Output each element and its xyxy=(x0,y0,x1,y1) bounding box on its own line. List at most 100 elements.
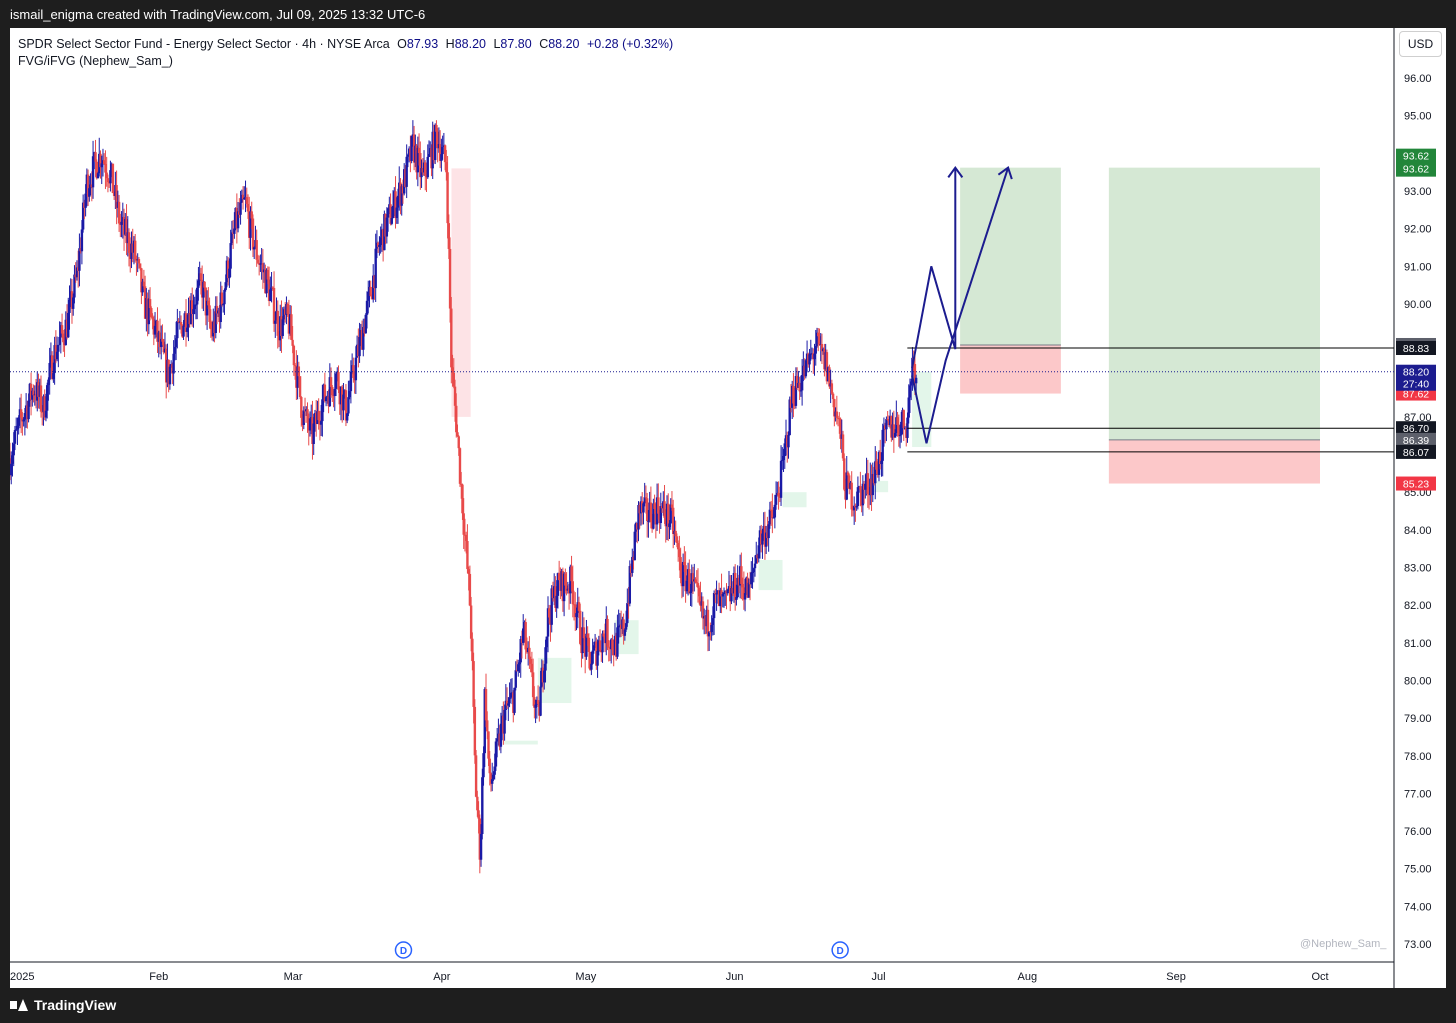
candle-body xyxy=(308,418,312,431)
candle-body xyxy=(502,715,505,734)
x-tick-label: 2025 xyxy=(10,971,34,983)
candle-body xyxy=(886,419,889,421)
candle-body xyxy=(905,428,908,438)
tradingview-brand[interactable]: TradingView xyxy=(10,997,116,1013)
candle-body xyxy=(83,202,86,208)
candle-body xyxy=(195,287,199,305)
candle-body xyxy=(654,508,658,525)
candle-body xyxy=(752,568,755,573)
y-tick-label: 75.00 xyxy=(1404,864,1432,876)
candle-body xyxy=(901,410,904,422)
candle-body xyxy=(633,531,636,561)
chart-frame[interactable]: 73.00 74.00 75.00 76.00 77.00 78.00 79.00 80.00… xyxy=(10,28,1446,988)
price-axis-label: 87.62 xyxy=(1403,389,1429,401)
footer-bar: TradingView xyxy=(0,988,1456,1023)
indicator-label[interactable]: FVG/iFVG (Nephew_Sam_) xyxy=(18,54,173,68)
y-tick-label: 87.00 xyxy=(1404,412,1432,424)
candle-body xyxy=(120,221,123,225)
fvg-zone xyxy=(782,492,807,508)
candle-body xyxy=(857,486,861,488)
candle-body xyxy=(663,501,666,518)
candle-body xyxy=(829,383,832,387)
candle-body xyxy=(570,566,573,582)
candle-body xyxy=(851,509,855,511)
candle-body xyxy=(285,304,288,315)
candle-body xyxy=(390,218,394,224)
candle-body xyxy=(226,260,230,279)
candle-body xyxy=(88,188,91,197)
change-value: +0.28 (+0.32%) xyxy=(586,37,674,51)
candle-body xyxy=(463,534,467,536)
candle-body xyxy=(364,314,367,334)
position-target-zone xyxy=(960,167,1061,345)
candle-body xyxy=(591,650,594,664)
candle-body xyxy=(191,300,194,315)
candle-body xyxy=(435,124,438,132)
candle-body xyxy=(443,145,447,163)
projection-arrowhead xyxy=(947,165,964,178)
candle-body xyxy=(312,423,315,445)
candle-body xyxy=(132,240,136,253)
candle-body xyxy=(869,478,872,496)
y-tick-label: 81.00 xyxy=(1404,638,1432,650)
candle-body xyxy=(441,147,444,155)
candle-body xyxy=(778,496,782,498)
candle-body xyxy=(68,300,71,313)
candle-body xyxy=(872,474,876,484)
candle-body xyxy=(807,353,810,365)
candle-body xyxy=(482,753,485,778)
candle-body xyxy=(60,325,64,334)
candle-body xyxy=(826,367,830,382)
candle-body xyxy=(610,639,613,650)
candle-body xyxy=(389,204,392,224)
candle-body xyxy=(908,385,912,398)
candle-body xyxy=(642,503,645,513)
candlestick-chart[interactable]: 73.00 74.00 75.00 76.00 77.00 78.00 79.00 80.00… xyxy=(10,28,1446,988)
candle-body xyxy=(556,573,560,596)
currency-button[interactable]: USD xyxy=(1399,31,1442,57)
candle-body xyxy=(789,399,793,408)
candle-body xyxy=(478,818,482,860)
candle-body xyxy=(245,197,248,204)
candle-body xyxy=(116,201,120,208)
price-axis-label: 86.70 xyxy=(1403,423,1429,435)
candle-body xyxy=(567,588,571,594)
candle-body xyxy=(855,505,858,508)
candle-body xyxy=(549,617,552,625)
candle-body xyxy=(29,383,33,400)
candle-body xyxy=(714,593,717,595)
candle-body xyxy=(757,545,760,559)
x-tick-label: Jul xyxy=(872,971,886,983)
candle-body xyxy=(43,396,46,418)
candle-body xyxy=(645,498,649,521)
y-tick-label: 76.00 xyxy=(1404,826,1432,838)
candle-body xyxy=(581,627,584,654)
candle-body xyxy=(914,377,918,384)
low-label: L xyxy=(493,37,501,51)
candle-body xyxy=(431,131,434,169)
candle-body xyxy=(676,542,680,550)
candle-body xyxy=(860,489,863,506)
candle-body xyxy=(11,455,14,464)
candle-body xyxy=(662,501,665,509)
candle-body xyxy=(541,667,545,683)
candle-body xyxy=(90,184,94,188)
candle-body xyxy=(26,405,29,420)
candle-body xyxy=(874,461,877,484)
candle-body xyxy=(368,286,371,293)
attribution-bar: ismail_enigma created with TradingView.c… xyxy=(0,0,1456,28)
candle-body xyxy=(131,243,134,253)
candle-body xyxy=(381,229,385,251)
candle-body xyxy=(520,639,524,643)
candle-body xyxy=(407,148,411,155)
candle-body xyxy=(391,205,395,219)
symbol-legend: SPDR Select Sector Fund - Energy Select … xyxy=(18,37,673,51)
dividend-marker xyxy=(831,941,849,959)
candle-body xyxy=(442,145,446,148)
candle-body xyxy=(673,530,676,534)
candle-body xyxy=(545,636,548,648)
candle-body xyxy=(91,156,95,188)
candle-body xyxy=(384,214,387,237)
candle-body xyxy=(33,394,36,396)
candle-body xyxy=(354,357,358,381)
